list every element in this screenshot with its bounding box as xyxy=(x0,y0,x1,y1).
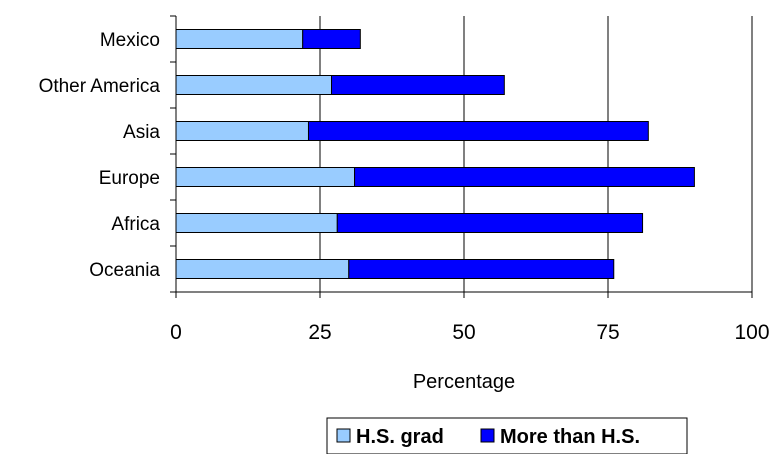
legend: H.S. grad More than H.S. xyxy=(326,417,688,455)
x-tick-label-4: 100 xyxy=(734,321,769,344)
x-axis-title: Percentage xyxy=(413,371,515,393)
bar-europe-series-0 xyxy=(175,167,356,187)
x-tick-label-2: 50 xyxy=(452,321,475,344)
category-label: Mexico xyxy=(100,30,160,51)
bar-africa-series-1 xyxy=(336,213,644,233)
x-tick-label-0: 0 xyxy=(170,321,182,344)
category-label: Other America xyxy=(39,76,161,97)
x-tick-label-3: 75 xyxy=(596,321,619,344)
category-label: Africa xyxy=(111,214,160,235)
axes-layer xyxy=(170,15,753,298)
legend-label-0: H.S. grad xyxy=(356,426,444,448)
grid-layer xyxy=(319,16,753,292)
labels-layer: Mexico Other America Asia Europe Africa Ocean… xyxy=(39,30,770,344)
bar-oceania-series-0 xyxy=(175,259,350,279)
category-label: Europe xyxy=(99,168,160,189)
x-tick-label-1: 25 xyxy=(308,321,331,344)
bar-africa-series-0 xyxy=(175,213,338,233)
legend-label-1: More than H.S. xyxy=(500,426,640,448)
bar-mexico-series-1 xyxy=(302,29,361,49)
category-label: Asia xyxy=(123,122,160,143)
bar-oceania-series-1 xyxy=(348,259,615,279)
bar-asia-series-1 xyxy=(307,121,649,141)
category-label: Oceania xyxy=(89,260,160,281)
bar-europe-series-1 xyxy=(354,167,695,187)
legend-box xyxy=(326,417,688,455)
bars-layer xyxy=(175,29,695,279)
bar-other-america-series-1 xyxy=(331,75,505,95)
bar-asia-series-0 xyxy=(175,121,309,141)
legend-swatch-0 xyxy=(336,428,351,443)
bar-mexico-series-0 xyxy=(175,29,304,49)
bar-other-america-series-0 xyxy=(175,75,333,95)
legend-swatch-1 xyxy=(480,428,495,443)
